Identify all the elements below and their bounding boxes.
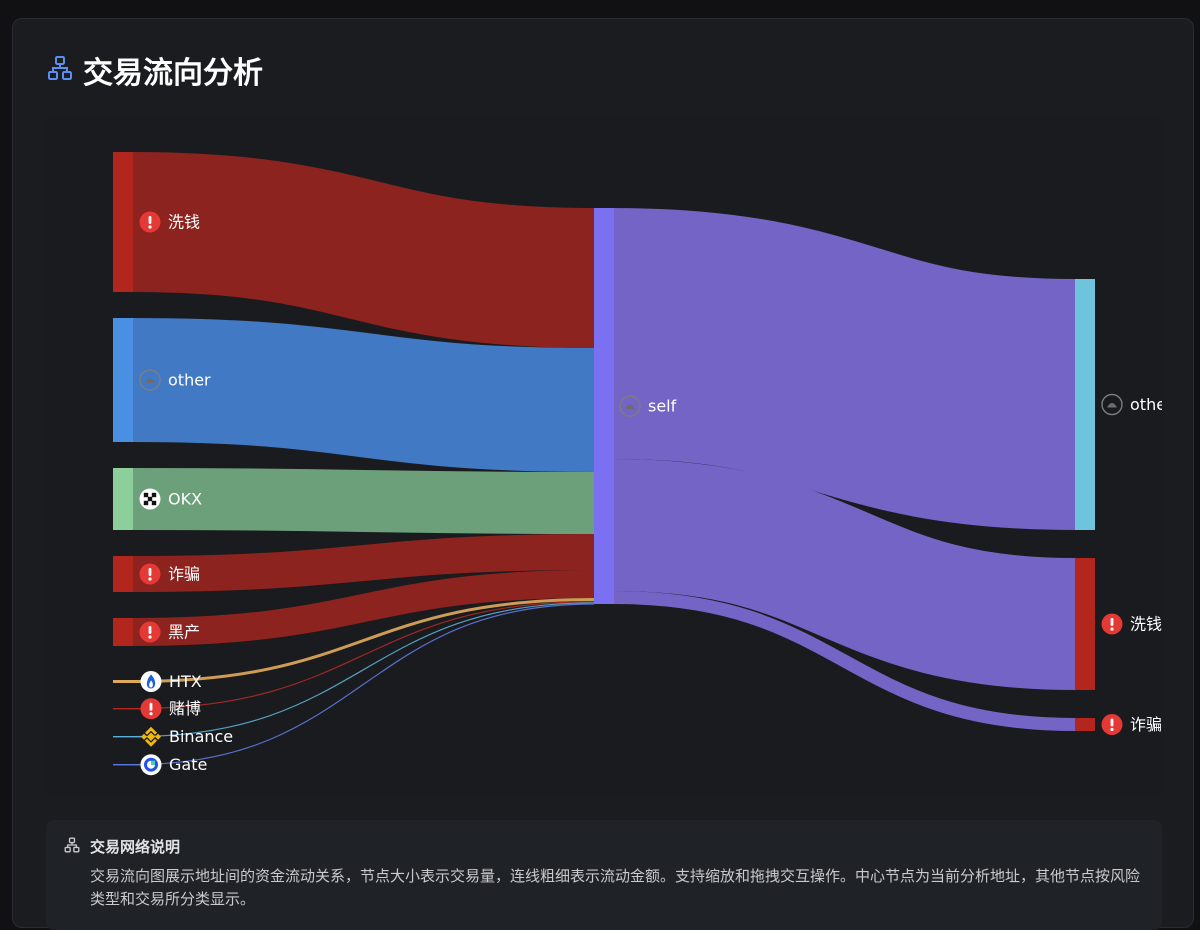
info-box: 交易网络说明 交易流向图展示地址间的资金流动关系，节点大小表示交易量，连线粗细表… [46, 820, 1162, 930]
alert-icon [139, 621, 161, 643]
node-src_fraud[interactable] [113, 556, 133, 592]
node-dst_other[interactable] [1075, 279, 1095, 530]
alert-icon [1101, 714, 1123, 735]
page-title: 交易流向分析 [83, 56, 263, 91]
info-text: 交易流向图展示地址间的资金流动关系，节点大小表示交易量，连线粗细表示流动金额。支… [90, 867, 1141, 908]
flow-link-src_htx-to-self[interactable] [132, 598, 595, 683]
node-label-dst_laundering: 洗钱 [1130, 615, 1162, 634]
network-icon [47, 55, 73, 85]
node-label-dst_fraud: 诈骗 [1130, 715, 1162, 734]
sankey-chart[interactable]: 洗钱otherOKX诈骗黑产HTX赌博BinanceGateselfother洗… [46, 116, 1162, 796]
node-label-src_okx: OKX [168, 490, 202, 509]
node-src_gate[interactable] [113, 764, 149, 766]
flow-link-src_gate-to-self[interactable] [132, 603, 595, 766]
node-label-self: self [648, 397, 677, 416]
node-label-src_other: other [168, 371, 211, 390]
flow-link-src_okx-to-self[interactable] [132, 468, 595, 534]
page-header: 交易流向分析 [47, 52, 263, 91]
node-src_blackmarket[interactable] [113, 618, 133, 646]
labels-layer: 洗钱otherOKX诈骗黑产HTX赌博BinanceGateselfother洗… [139, 211, 1162, 776]
node-label-src_blackmarket: 黑产 [168, 623, 200, 642]
node-src_okx[interactable] [113, 468, 133, 530]
binance-logo-icon [141, 726, 161, 747]
flow-link-src_blackmarket-to-self[interactable] [132, 570, 595, 646]
flow-link-src_gambling-to-self[interactable] [132, 601, 595, 710]
info-title: 交易网络说明 [90, 838, 181, 856]
node-src_laundering[interactable] [113, 152, 133, 292]
alert-icon [1101, 613, 1123, 635]
node-src_binance[interactable] [113, 736, 149, 738]
node-label-src_gate: Gate [169, 755, 207, 774]
nodes-layer [113, 152, 1095, 766]
alert-icon [139, 563, 161, 585]
node-src_other[interactable] [113, 318, 133, 442]
sankey-chart-panel[interactable]: 洗钱otherOKX诈骗黑产HTX赌博BinanceGateselfother洗… [46, 116, 1162, 796]
node-label-src_laundering: 洗钱 [168, 213, 200, 232]
info-header: 交易网络说明 [64, 836, 1142, 857]
links-layer [132, 152, 1076, 766]
flow-link-src_fraud-to-self[interactable] [132, 534, 595, 592]
node-label-src_htx: HTX [169, 672, 202, 691]
alert-icon [139, 211, 161, 233]
node-src_gambling[interactable] [113, 708, 149, 710]
gate-logo-icon [140, 754, 162, 776]
okx-logo-icon [139, 488, 161, 510]
flow-link-self-to-dst_other[interactable] [613, 208, 1076, 530]
node-dst_laundering[interactable] [1075, 558, 1095, 690]
node-label-dst_other: other [1130, 395, 1162, 414]
flow-link-src_laundering-to-self[interactable] [132, 152, 595, 348]
node-dst_fraud[interactable] [1075, 718, 1095, 731]
htx-logo-icon [140, 671, 162, 692]
flow-link-src_other-to-self[interactable] [132, 318, 595, 472]
node-label-src_binance: Binance [169, 727, 233, 746]
network-icon [64, 837, 80, 857]
wallet-icon [619, 395, 641, 417]
wallet-icon [139, 369, 161, 391]
flow-link-self-to-dst_laundering[interactable] [613, 459, 1076, 690]
node-self[interactable] [594, 208, 614, 604]
wallet-icon [1101, 393, 1123, 416]
node-label-src_gambling: 赌博 [169, 699, 201, 718]
node-label-src_fraud: 诈骗 [168, 565, 200, 584]
flow-link-src_binance-to-self[interactable] [132, 602, 595, 738]
node-src_htx[interactable] [113, 680, 149, 683]
alert-icon [140, 698, 162, 720]
flow-link-self-to-dst_fraud[interactable] [613, 591, 1076, 731]
